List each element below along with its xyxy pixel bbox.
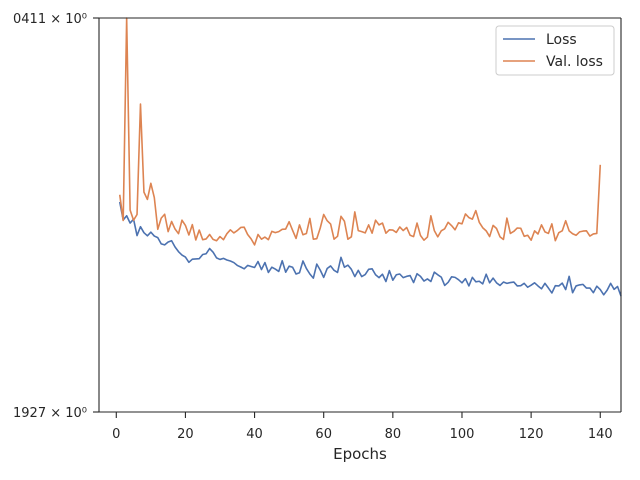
series-line-val-loss <box>118 17 602 246</box>
x-tick-label: 120 <box>519 427 544 442</box>
legend-label-loss: Loss <box>546 32 577 48</box>
y-tick-label-bottom: 1927 × 10⁰ <box>13 406 87 421</box>
x-tick-label: 20 <box>177 427 194 442</box>
x-tick-label: 40 <box>246 427 263 442</box>
legend-label-val-loss: Val. loss <box>546 54 603 70</box>
x-tick-label: 100 <box>450 427 475 442</box>
y-tick-label-top: 0411 × 10⁰ <box>13 12 87 27</box>
x-ticks: 0 20 40 60 80 100 120 140 <box>112 412 613 442</box>
series-layer <box>118 17 622 297</box>
axes-layer: 0411 × 10⁰ 1927 × 10⁰ <box>13 12 622 421</box>
x-tick-label: 140 <box>588 427 613 442</box>
x-tick-label: 80 <box>385 427 402 442</box>
x-axis-label: Epochs <box>333 445 387 463</box>
legend: Loss Val. loss <box>495 25 615 76</box>
series-line-loss <box>118 201 622 297</box>
x-tick-label: 0 <box>112 427 120 442</box>
x-tick-label: 60 <box>315 427 332 442</box>
